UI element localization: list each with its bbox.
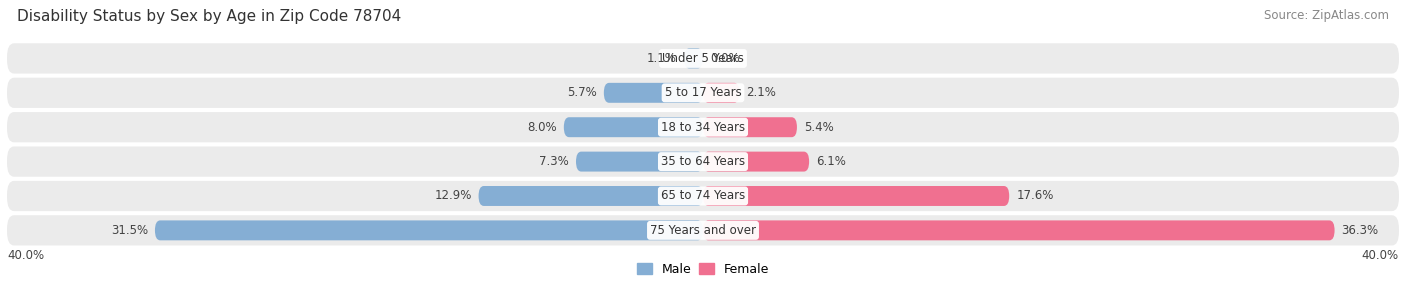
FancyBboxPatch shape [155, 220, 703, 240]
FancyBboxPatch shape [683, 48, 703, 68]
Text: 5 to 17 Years: 5 to 17 Years [665, 86, 741, 99]
Text: Source: ZipAtlas.com: Source: ZipAtlas.com [1264, 9, 1389, 22]
FancyBboxPatch shape [7, 112, 1399, 142]
Text: 75 Years and over: 75 Years and over [650, 224, 756, 237]
Text: 65 to 74 Years: 65 to 74 Years [661, 189, 745, 202]
Text: 40.0%: 40.0% [1362, 249, 1399, 262]
Text: 18 to 34 Years: 18 to 34 Years [661, 121, 745, 134]
FancyBboxPatch shape [576, 152, 703, 171]
Text: 35 to 64 Years: 35 to 64 Years [661, 155, 745, 168]
FancyBboxPatch shape [564, 117, 703, 137]
Text: 1.1%: 1.1% [647, 52, 676, 65]
FancyBboxPatch shape [7, 181, 1399, 211]
FancyBboxPatch shape [703, 117, 797, 137]
FancyBboxPatch shape [478, 186, 703, 206]
Text: 2.1%: 2.1% [747, 86, 776, 99]
FancyBboxPatch shape [7, 147, 1399, 177]
FancyBboxPatch shape [603, 83, 703, 103]
FancyBboxPatch shape [703, 220, 1334, 240]
Text: 6.1%: 6.1% [815, 155, 846, 168]
Text: 31.5%: 31.5% [111, 224, 148, 237]
FancyBboxPatch shape [703, 152, 808, 171]
FancyBboxPatch shape [7, 78, 1399, 108]
Text: Under 5 Years: Under 5 Years [662, 52, 744, 65]
FancyBboxPatch shape [7, 43, 1399, 74]
Text: 8.0%: 8.0% [527, 121, 557, 134]
FancyBboxPatch shape [703, 186, 1010, 206]
Text: 40.0%: 40.0% [7, 249, 44, 262]
Text: 0.0%: 0.0% [710, 52, 740, 65]
Text: 5.4%: 5.4% [804, 121, 834, 134]
Text: 17.6%: 17.6% [1017, 189, 1053, 202]
Text: 5.7%: 5.7% [567, 86, 598, 99]
FancyBboxPatch shape [7, 215, 1399, 246]
Legend: Male, Female: Male, Female [631, 258, 775, 281]
Text: 36.3%: 36.3% [1341, 224, 1379, 237]
Text: 12.9%: 12.9% [434, 189, 471, 202]
FancyBboxPatch shape [703, 83, 740, 103]
Text: Disability Status by Sex by Age in Zip Code 78704: Disability Status by Sex by Age in Zip C… [17, 9, 401, 24]
Text: 7.3%: 7.3% [540, 155, 569, 168]
